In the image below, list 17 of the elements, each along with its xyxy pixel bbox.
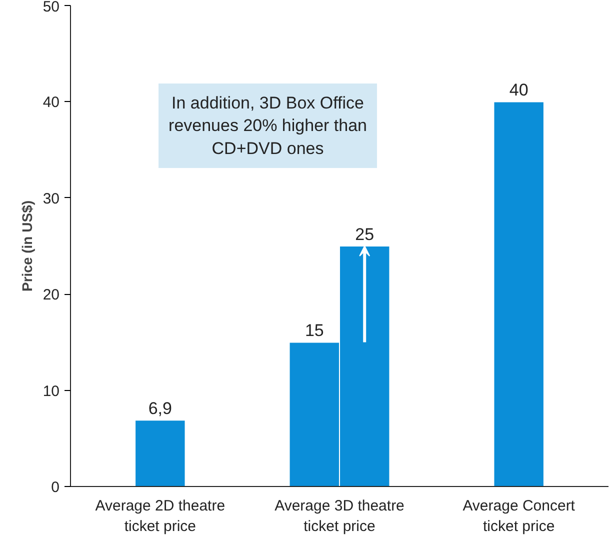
annotation: In addition, 3D Box Office revenues 20% higher than CD+DVD ones bbox=[168, 93, 368, 158]
y-tick-label: 40 bbox=[42, 94, 60, 112]
y-tick-label: 10 bbox=[42, 382, 60, 400]
data-label: 25 bbox=[355, 225, 374, 244]
data-label: 40 bbox=[509, 80, 528, 100]
y-tick-label: 30 bbox=[42, 190, 60, 208]
data-label: 6,9 bbox=[148, 399, 172, 418]
y-tick-label: 50 bbox=[42, 0, 60, 16]
y-tick-label: 0 bbox=[51, 479, 60, 496]
x-tick-label: Average Concert ticket price bbox=[462, 498, 576, 535]
y-axis-title: Price (in US$) bbox=[18, 200, 35, 292]
data-label: 15 bbox=[304, 321, 324, 340]
bar bbox=[134, 420, 186, 486]
y-tick-label: 20 bbox=[42, 286, 60, 304]
x-tick-label: Average 3D theatre ticket price bbox=[274, 498, 404, 535]
x-tick-label: Average 2D theatre ticket price bbox=[95, 498, 226, 535]
bar bbox=[493, 101, 544, 486]
